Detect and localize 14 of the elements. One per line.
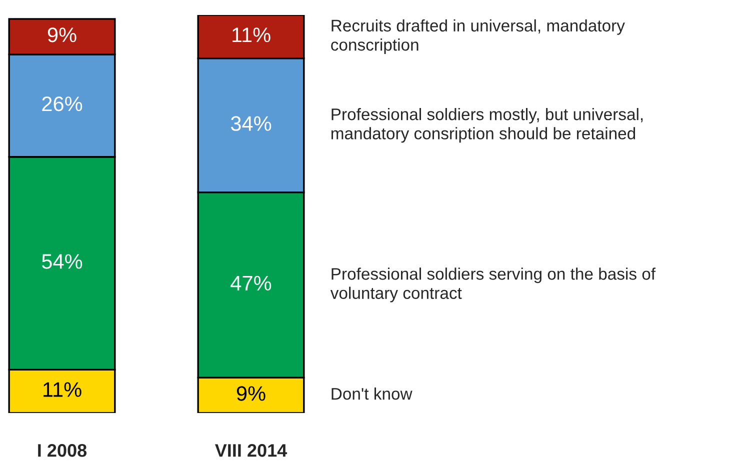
series-label: Don't know	[332, 388, 412, 400]
data-label: 34%	[230, 116, 272, 131]
series-label: Recruits drafted in universal, mandatory conscription	[331, 19, 625, 54]
data-label: 26%	[42, 96, 82, 112]
data-label: 9%	[236, 386, 266, 401]
series-label: Professional soldiers serving on the basis of voluntary contract	[330, 268, 656, 302]
data-label: 11%	[44, 382, 82, 397]
data-label: 9%	[48, 28, 76, 42]
data-label: 47%	[230, 276, 272, 290]
x-tick-label: VIII 2014	[214, 444, 288, 457]
data-label: 54%	[42, 254, 82, 269]
series-label: Professional soldiers mostly, but universal, mandatory consription should be retained	[331, 108, 643, 143]
x-tick-label: I 2008	[38, 444, 87, 457]
data-label: 11%	[232, 28, 270, 42]
